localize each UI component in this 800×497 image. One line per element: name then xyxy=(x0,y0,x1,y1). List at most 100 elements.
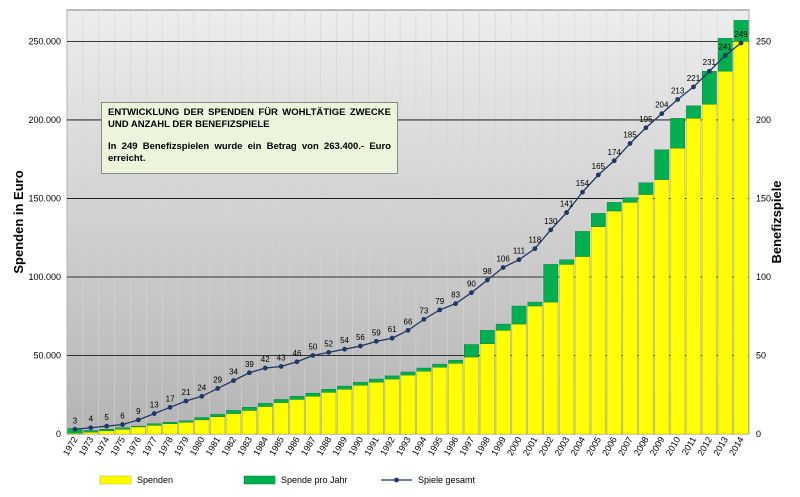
x-tick-label: 1978 xyxy=(156,435,175,457)
data-label-spiele: 34 xyxy=(229,368,238,377)
y-left-tick-label: 0 xyxy=(56,429,61,439)
point-spiele-gesamt xyxy=(151,411,157,416)
x-tick-label: 1990 xyxy=(346,435,365,457)
point-spiele-gesamt xyxy=(706,68,712,74)
bar-spenden xyxy=(686,118,701,435)
bar-spende-pro-jahr xyxy=(162,422,178,424)
point-spiele-gesamt xyxy=(310,353,316,358)
bar-spende-pro-jahr xyxy=(273,399,289,403)
bar-spenden xyxy=(400,374,416,435)
bar-spenden xyxy=(638,194,654,435)
data-label-spiele: 21 xyxy=(182,388,191,397)
data-label-spiele: 141 xyxy=(560,200,574,209)
legend-swatch-spende-pro-jahr xyxy=(243,475,276,485)
bar-spenden xyxy=(432,367,448,435)
bar-spenden xyxy=(337,389,352,435)
bar-spenden xyxy=(479,343,495,435)
bar-spenden xyxy=(559,264,574,435)
data-label-spiele: 46 xyxy=(293,349,302,358)
data-label-spiele: 24 xyxy=(197,383,206,392)
bar-spende-pro-jahr xyxy=(353,381,368,386)
point-spiele-gesamt xyxy=(373,338,379,344)
y-right-axis-title: Benefizspiele xyxy=(769,180,784,263)
y-right-tick-label: 150 xyxy=(756,193,771,203)
bar-spenden xyxy=(384,378,400,435)
bar-spende-pro-jahr xyxy=(337,385,352,390)
point-spiele-gesamt xyxy=(548,227,554,233)
x-tick-label: 2000 xyxy=(505,435,524,457)
x-tick-label: 1979 xyxy=(172,435,191,457)
y-left-tick-label: 200.000 xyxy=(28,115,61,125)
bar-spenden xyxy=(733,41,749,435)
bar-spenden xyxy=(416,370,432,435)
point-spiele-gesamt xyxy=(262,365,268,371)
legend-marker-spiele-gesamt xyxy=(394,477,399,483)
point-spiele-gesamt xyxy=(516,257,522,263)
point-spiele-gesamt xyxy=(437,307,443,313)
x-tick-label: 1988 xyxy=(315,435,334,457)
data-label-spiele: 54 xyxy=(340,336,349,345)
point-spiele-gesamt xyxy=(580,189,585,195)
x-tick-label: 2005 xyxy=(584,435,603,457)
data-label-spiele: 174 xyxy=(608,148,622,157)
bar-spenden xyxy=(83,431,99,435)
bar-spenden xyxy=(321,392,337,435)
data-label-spiele: 241 xyxy=(719,43,733,52)
x-tick-label: 1996 xyxy=(442,435,461,457)
data-label-spiele: 50 xyxy=(308,342,317,351)
bar-spende-pro-jahr xyxy=(131,425,146,428)
point-spiele-gesamt xyxy=(342,346,347,352)
bar-spende-pro-jahr xyxy=(257,403,273,407)
point-spiele-gesamt xyxy=(675,97,681,102)
x-tick-label: 1995 xyxy=(426,435,445,457)
point-spiele-gesamt xyxy=(564,210,570,215)
data-label-spiele: 42 xyxy=(261,355,270,364)
data-label-spiele: 5 xyxy=(104,413,109,422)
data-label-spiele: 39 xyxy=(245,360,254,369)
point-spiele-gesamt xyxy=(532,246,538,252)
x-tick-label: 1972 xyxy=(61,435,80,457)
data-label-spiele: 4 xyxy=(89,415,94,424)
y-right-tick-label: 100 xyxy=(756,272,771,282)
bar-spende-pro-jahr xyxy=(368,378,384,383)
bar-spenden xyxy=(226,413,241,435)
bar-spende-pro-jahr xyxy=(400,371,416,376)
x-tick-label: 2008 xyxy=(632,435,651,457)
bar-spenden xyxy=(353,385,368,435)
point-spiele-gesamt xyxy=(231,378,236,384)
data-label-spiele: 185 xyxy=(623,130,637,139)
bar-spenden xyxy=(527,305,543,435)
point-spiele-gesamt xyxy=(691,84,696,90)
x-tick-label: 1989 xyxy=(331,435,350,457)
data-label-spiele: 13 xyxy=(150,401,159,410)
point-spiele-gesamt xyxy=(88,425,94,431)
bar-spende-pro-jahr xyxy=(432,363,448,368)
legend-label-spenden: Spenden xyxy=(137,475,173,485)
data-label-spiele: 130 xyxy=(544,217,558,226)
bar-spenden xyxy=(606,210,622,435)
bar-spende-pro-jahr xyxy=(559,259,574,265)
x-tick-label: 1973 xyxy=(77,435,96,457)
x-tick-label: 2007 xyxy=(616,435,635,457)
x-tick-label: 1999 xyxy=(489,435,508,457)
bar-spenden xyxy=(717,71,733,435)
point-spiele-gesamt xyxy=(611,158,617,164)
x-tick-label: 1977 xyxy=(140,435,159,457)
bar-spende-pro-jahr xyxy=(575,231,590,257)
bar-spenden xyxy=(368,381,384,435)
legend-label-spiele-gesamt: Spiele gesamt xyxy=(418,475,476,485)
bar-spende-pro-jahr xyxy=(242,407,257,411)
data-label-spiele: 66 xyxy=(404,317,413,326)
bar-spende-pro-jahr xyxy=(448,359,463,364)
x-tick-label: 1974 xyxy=(93,435,112,457)
point-spiele-gesamt xyxy=(643,125,649,131)
point-spiele-gesamt xyxy=(469,290,474,296)
point-spiele-gesamt xyxy=(500,265,506,270)
point-spiele-gesamt xyxy=(183,398,189,404)
point-spiele-gesamt xyxy=(294,359,300,365)
bar-spenden xyxy=(131,426,146,435)
x-tick-label: 2001 xyxy=(521,435,540,457)
bar-spende-pro-jahr xyxy=(416,367,432,372)
x-tick-label: 2012 xyxy=(695,435,714,457)
